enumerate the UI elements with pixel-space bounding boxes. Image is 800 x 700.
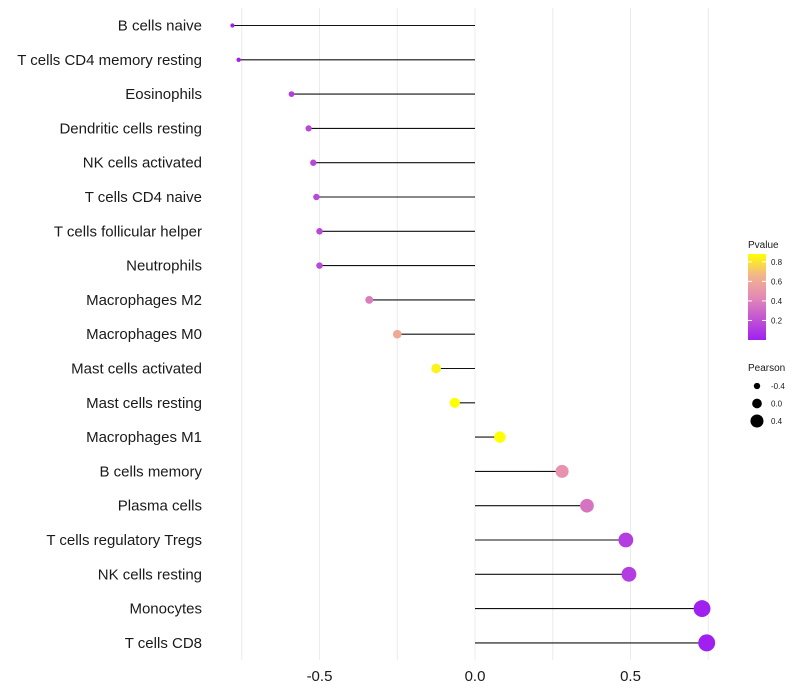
pvalue-legend-ticks: 0.8 0.6 0.4 0.2 — [748, 258, 783, 325]
lollipop-point — [316, 228, 323, 235]
lollipop-point — [310, 159, 317, 166]
pearson-legend-label: 0.0 — [771, 400, 783, 409]
category-label: Dendritic cells resting — [59, 120, 202, 137]
x-tick-label: 0.5 — [620, 668, 641, 685]
pvalue-colorbar — [748, 254, 766, 340]
lollipop-point — [313, 193, 320, 201]
lollipop-point — [693, 600, 711, 618]
lollipop-point — [621, 566, 637, 582]
category-label: NK cells resting — [98, 566, 202, 583]
lollipop-point — [494, 431, 506, 443]
category-label: Eosinophils — [125, 86, 202, 103]
pearson-legend: Pearson -0.4 0.0 0.4 — [748, 363, 785, 428]
category-label: T cells follicular helper — [54, 223, 202, 240]
lollipop-point — [288, 91, 295, 97]
pvalue-tick-label: 0.4 — [771, 297, 783, 306]
pvalue-tick-label: 0.2 — [771, 316, 783, 325]
category-label: Monocytes — [129, 601, 202, 618]
category-label: Macrophages M0 — [86, 326, 202, 343]
pearson-legend-title: Pearson — [748, 363, 785, 374]
category-label: B cells memory — [99, 463, 202, 480]
pearson-legend-key — [752, 398, 762, 409]
pearson-legend-key — [750, 414, 764, 428]
pvalue-tick-label: 0.8 — [771, 258, 783, 267]
category-label: T cells CD4 naive — [85, 189, 202, 206]
point-layer — [230, 23, 716, 652]
pvalue-legend: Pvalue 0.8 0.6 0.4 0.2 — [748, 240, 783, 340]
lollipop-point — [698, 634, 716, 652]
category-label: NK cells activated — [83, 155, 202, 172]
pearson-legend-key — [753, 382, 761, 390]
lollipop-point — [555, 464, 569, 478]
category-label: Macrophages M2 — [86, 292, 202, 309]
pvalue-tick-label: 0.6 — [771, 277, 783, 286]
x-tick-label: 0.0 — [465, 668, 486, 685]
lollipop-point — [365, 295, 374, 304]
lollipop-point — [618, 532, 634, 548]
category-label: T cells regulatory Tregs — [46, 532, 202, 549]
lollipop-point — [392, 329, 402, 339]
lollipop-point — [230, 23, 235, 28]
category-label: B cells naive — [118, 18, 202, 35]
category-label: T cells CD4 memory resting — [17, 52, 202, 69]
pvalue-legend-title: Pvalue — [748, 240, 779, 251]
category-label: Mast cells activated — [71, 361, 202, 378]
category-labels: B cells naive T cells CD4 memory resting E… — [17, 18, 202, 652]
lollipop-point — [449, 397, 460, 408]
category-label: Plasma cells — [118, 498, 202, 515]
lollipop-point — [431, 363, 441, 374]
x-tick-label: -0.5 — [307, 668, 333, 685]
lollipop-point — [580, 498, 594, 513]
lollipop-point — [305, 125, 312, 132]
lollipop-point — [316, 262, 323, 269]
category-label: Macrophages M1 — [86, 429, 202, 446]
pearson-legend-label: -0.4 — [771, 382, 785, 391]
pearson-legend-entries: -0.4 0.0 0.4 — [750, 382, 785, 428]
lollipop-point — [236, 57, 241, 62]
category-label: Mast cells resting — [86, 395, 202, 412]
x-tick-labels: -0.5 0.0 0.5 — [307, 668, 641, 685]
category-label: T cells CD8 — [125, 635, 202, 652]
pearson-legend-label: 0.4 — [771, 417, 783, 426]
category-label: Neutrophils — [126, 258, 202, 275]
stem-layer — [232, 24, 707, 644]
